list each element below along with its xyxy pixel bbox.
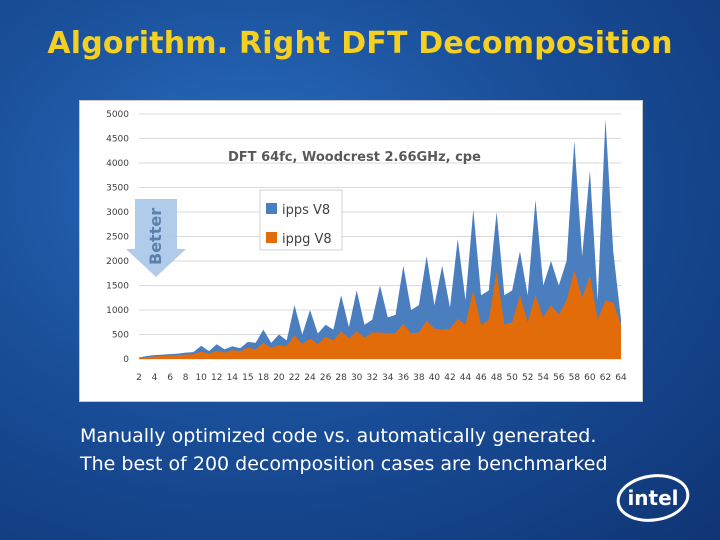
x-tick-label: 64 [615, 373, 627, 383]
logo-swoosh-icon [616, 474, 690, 522]
x-tick-label: 56 [553, 373, 565, 383]
legend-label-ipps: ipps V8 [282, 203, 330, 218]
y-tick-label: 0 [123, 355, 129, 365]
x-tick-label: 20 [273, 373, 285, 383]
x-tick-label: 44 [460, 373, 472, 383]
better-annotation: Better [126, 199, 186, 277]
intel-logo: intel [616, 474, 690, 522]
legend-swatch-ipps [266, 203, 277, 214]
caption: Manually optimized code vs. automaticall… [80, 422, 700, 478]
x-tick-label: 10 [195, 373, 207, 383]
y-tick-label: 5000 [106, 110, 129, 120]
better-label: Better [146, 208, 165, 265]
x-tick-label: 60 [584, 373, 596, 383]
x-tick-label: 6 [167, 373, 173, 383]
x-tick-label: 34 [382, 373, 394, 383]
chart-areas [139, 118, 621, 360]
x-tick-label: 12 [211, 373, 222, 383]
legend-label-ippg: ippg V8 [282, 232, 332, 247]
x-tick-label: 18 [258, 373, 270, 383]
chart-title: DFT 64fc, Woodcrest 2.66GHz, cpe [228, 150, 481, 165]
x-tick-label: 50 [506, 373, 518, 383]
slide-title: Algorithm. Right DFT Decomposition [47, 26, 673, 61]
x-tick-label: 42 [444, 373, 455, 383]
y-tick-label: 1000 [106, 306, 129, 316]
logo-text: intel [627, 486, 678, 510]
y-tick-label: 2500 [106, 233, 129, 243]
x-tick-label: 22 [289, 373, 300, 383]
legend-swatch-ippg [266, 232, 277, 243]
x-tick-label: 8 [183, 373, 189, 383]
down-arrow-icon [126, 199, 186, 277]
caption-line-2: The best of 200 decomposition cases are … [80, 453, 608, 475]
y-tick-label: 500 [112, 331, 129, 341]
x-tick-label: 4 [152, 373, 158, 383]
y-axis-ticks: 0 500 1000 1500 2000 2500 3000 3500 4000 4500 5000 [106, 110, 129, 365]
x-tick-label: 32 [366, 373, 377, 383]
y-tick-label: 4000 [106, 159, 129, 169]
x-tick-label: 36 [398, 373, 410, 383]
x-tick-label: 2 [136, 373, 142, 383]
x-tick-label: 40 [429, 373, 441, 383]
x-tick-label: 38 [413, 373, 425, 383]
y-tick-label: 1500 [106, 282, 129, 292]
x-tick-label: 54 [538, 373, 550, 383]
x-tick-label: 28 [335, 373, 347, 383]
chart-gridlines [139, 113, 621, 360]
x-tick-label: 52 [522, 373, 533, 383]
y-tick-label: 4500 [106, 135, 129, 145]
chart-svg: 0 500 1000 1500 2000 2500 3000 3500 4000 4500 5000… [106, 110, 627, 383]
x-axis-ticks: 2 4 6 8 10 12 14 15 18 20 22 24 26 28 30 32 34 36 38 40 42 44… [136, 373, 627, 383]
x-tick-label: 58 [569, 373, 581, 383]
y-tick-label: 3000 [106, 208, 129, 218]
y-tick-label: 3500 [106, 184, 129, 194]
x-tick-label: 46 [475, 373, 487, 383]
area-series-ippg [139, 270, 621, 359]
x-tick-label: 48 [491, 373, 503, 383]
x-tick-label: 62 [600, 373, 611, 383]
caption-line-1: Manually optimized code vs. automaticall… [80, 425, 597, 447]
x-tick-label: 24 [304, 373, 316, 383]
x-tick-label: 14 [227, 373, 239, 383]
x-tick-label: 26 [320, 373, 332, 383]
legend-box [259, 189, 343, 251]
x-tick-label: 30 [351, 373, 363, 383]
chart-legend: ipps V8 ippg V8 [259, 189, 343, 251]
y-tick-label: 2000 [106, 257, 129, 267]
chart-panel: 0 500 1000 1500 2000 2500 3000 3500 4000 4500 5000… [79, 100, 643, 402]
x-tick-label: 15 [242, 373, 253, 383]
